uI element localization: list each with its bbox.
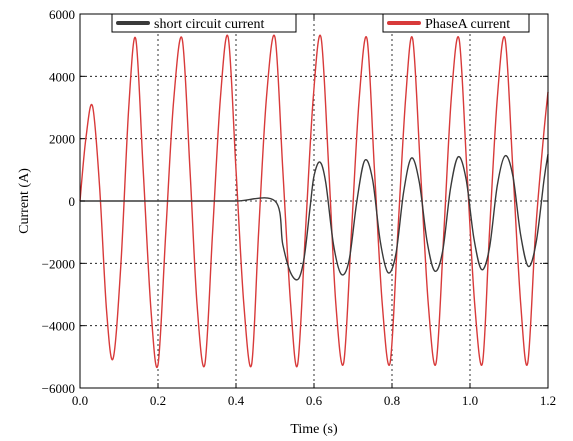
x-tick-label: 0.0 [72,393,88,408]
phasea-current-line [79,34,549,368]
x-tick-label: 1.2 [540,393,556,408]
y-tick-label: 0 [69,194,76,209]
legend-label: short circuit current [154,17,265,32]
y-tick-label: 2000 [49,132,75,147]
y-tick-label: −6000 [42,381,75,396]
short-circuit-current-line [80,154,549,281]
x-tick-label: 1.0 [462,393,478,408]
legend-box [111,13,297,33]
y-tick-label: −2000 [42,256,75,271]
y-axis-label: Current (A) [17,168,32,234]
legend-box [382,13,530,33]
y-tick-label: 4000 [49,69,75,84]
y-tick-label: −4000 [42,319,75,334]
x-tick-label: 0.2 [150,393,166,408]
legend-short-circuit: short circuit current [111,13,297,33]
legend: short circuit current PhaseA current [111,13,530,33]
series-lines [79,34,549,368]
legend-phasea: PhaseA current [382,13,530,33]
x-tick-label: 0.8 [384,393,400,408]
x-tick-label: 0.4 [228,393,245,408]
grid-lines [80,14,548,388]
legend-label: PhaseA current [425,17,510,32]
axis-ticks: 0.0 0.2 0.4 0.6 0.8 1.0 1.2 −6000 −4000 −2000 0 200… [42,7,556,408]
x-axis-label: Time (s) [290,422,338,437]
x-tick-label: 0.6 [306,393,323,408]
y-tick-label: 6000 [49,7,75,22]
